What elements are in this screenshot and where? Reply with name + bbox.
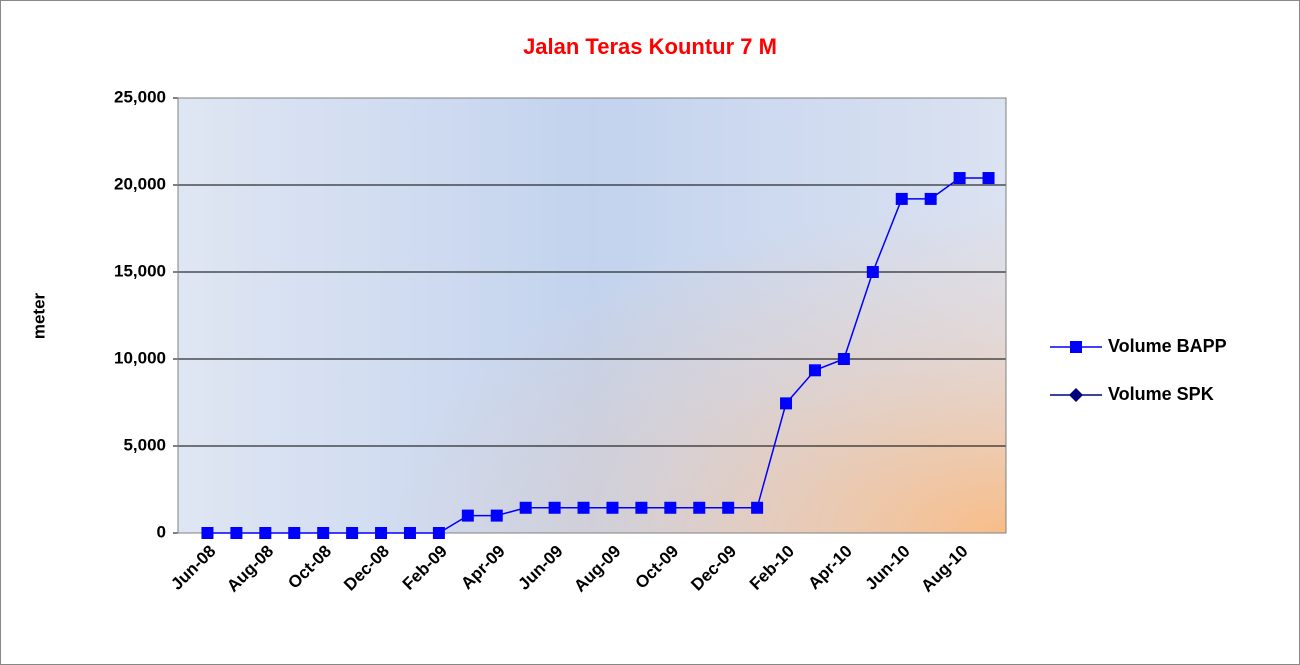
y-tick-label: 20,000	[114, 174, 166, 193]
y-tick-label: 0	[157, 522, 166, 541]
line-marker	[866, 266, 879, 278]
y-axis-label: meter	[29, 292, 48, 339]
y-tick-label: 5,000	[123, 435, 166, 454]
line-marker	[577, 501, 590, 514]
y-tick-label: 15,000	[114, 261, 166, 280]
line-marker	[722, 501, 735, 514]
line-marker	[1070, 341, 1082, 353]
line-marker	[606, 501, 619, 514]
legend-label: Volume SPK	[1108, 384, 1214, 404]
line-marker	[751, 501, 764, 514]
chart-title: Jalan Teras Kountur 7 M	[523, 34, 777, 59]
line-marker	[808, 364, 821, 377]
line-marker	[635, 501, 648, 514]
y-tick-label: 10,000	[114, 348, 166, 367]
line-marker	[432, 527, 445, 539]
line-marker	[693, 501, 706, 514]
line-marker	[780, 397, 793, 410]
line-marker	[837, 353, 850, 365]
line-marker	[519, 501, 532, 514]
line-marker	[288, 527, 301, 539]
line-marker	[664, 501, 677, 514]
line-marker	[490, 509, 503, 522]
line-series	[207, 177, 989, 534]
line-marker	[895, 192, 908, 205]
plot-shade	[178, 98, 1006, 533]
line-marker	[346, 527, 359, 539]
y-tick-label: 25,000	[114, 87, 166, 106]
line-marker	[924, 192, 937, 205]
plot-frame	[177, 97, 1007, 534]
line-marker	[953, 172, 966, 185]
line-marker	[461, 509, 474, 522]
line-marker	[230, 527, 243, 539]
line-marker	[548, 501, 561, 514]
line-marker	[317, 527, 330, 539]
legend-label: Volume BAPP	[1108, 336, 1227, 356]
line-marker	[982, 172, 995, 185]
line-marker	[375, 527, 388, 539]
line-marker	[1069, 388, 1083, 402]
line-marker	[201, 527, 214, 539]
line-marker	[259, 527, 272, 539]
line-marker	[403, 527, 416, 539]
